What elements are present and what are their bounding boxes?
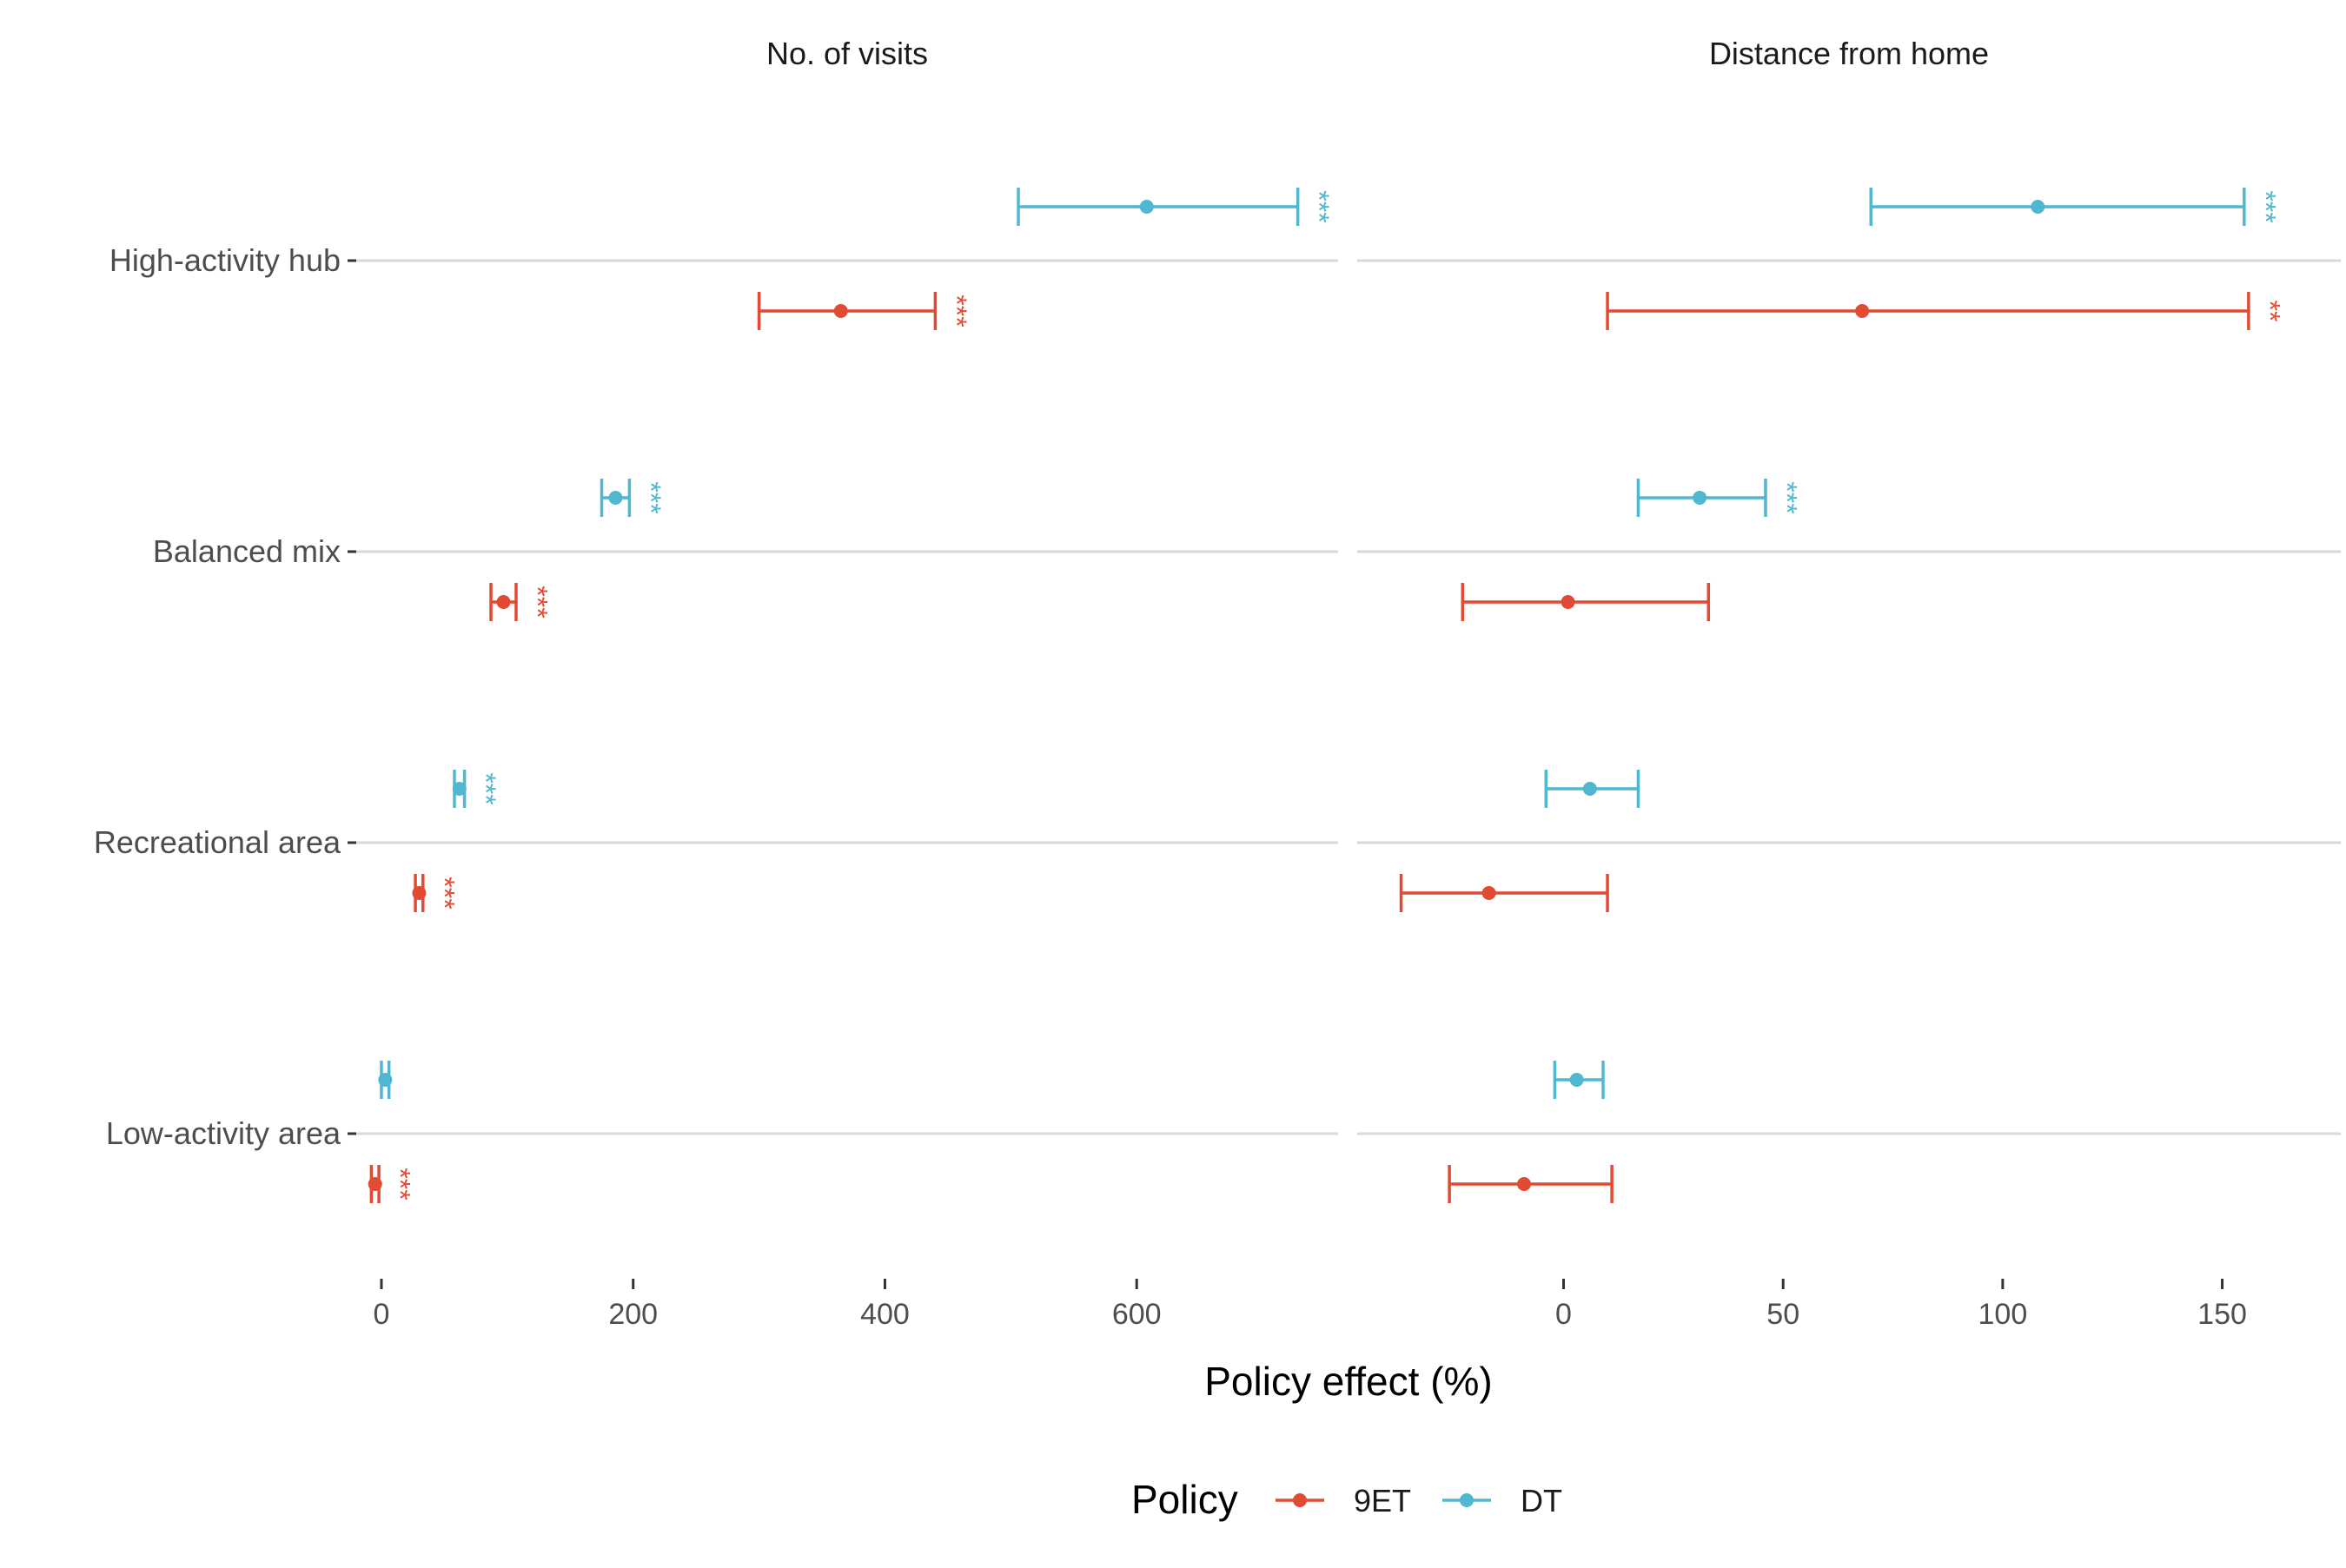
errorbar-no-of-visits-dt-low-activity-area-point bbox=[378, 1073, 393, 1087]
errorbar-distance-from-home-9et-recreational-area-point bbox=[1481, 886, 1496, 900]
errorbar-distance-from-home-9et-high-activity-hub-signif: ** bbox=[2254, 301, 2285, 322]
legend-key-point-9et bbox=[1293, 1493, 1307, 1507]
x-axis-title: Policy effect (%) bbox=[1204, 1359, 1492, 1404]
x-tick-label-no-of-visits-600: 600 bbox=[1112, 1298, 1162, 1331]
errorbar-distance-from-home-dt-high-activity-hub-point bbox=[2031, 200, 2045, 214]
x-tick-label-distance-from-home-150: 150 bbox=[2197, 1298, 2247, 1331]
x-tick-label-distance-from-home-100: 100 bbox=[1978, 1298, 2028, 1331]
legend-label-dt: DT bbox=[1521, 1483, 1562, 1518]
errorbar-no-of-visits-9et-balanced-mix-point bbox=[496, 595, 511, 609]
errorbar-no-of-visits-dt-recreational-area-signif: *** bbox=[470, 772, 501, 804]
errorbar-distance-from-home-9et-low-activity-area-point bbox=[1517, 1177, 1532, 1191]
errorbar-distance-from-home-dt-high-activity-hub-signif: *** bbox=[2250, 190, 2281, 222]
y-tick-label-low-activity-area: Low-activity area bbox=[106, 1115, 341, 1151]
errorbar-distance-from-home-9et-high-activity-hub-point bbox=[1855, 304, 1870, 318]
errorbar-no-of-visits-9et-low-activity-area-signif: *** bbox=[385, 1168, 416, 1200]
y-tick-label-high-activity-hub: High-activity hub bbox=[109, 242, 341, 278]
x-tick-label-no-of-visits-0: 0 bbox=[374, 1298, 390, 1331]
y-tick-label-balanced-mix: Balanced mix bbox=[153, 533, 341, 569]
errorbar-no-of-visits-dt-high-activity-hub-signif: *** bbox=[1303, 190, 1335, 222]
errorbar-distance-from-home-dt-low-activity-area-point bbox=[1569, 1073, 1584, 1087]
errorbar-distance-from-home-dt-recreational-area-point bbox=[1582, 782, 1597, 796]
errorbar-no-of-visits-dt-recreational-area-point bbox=[452, 782, 467, 796]
errorbar-no-of-visits-9et-high-activity-hub-signif: *** bbox=[941, 294, 972, 327]
errorbar-no-of-visits-9et-high-activity-hub-point bbox=[833, 304, 848, 318]
errorbar-no-of-visits-9et-low-activity-area-point bbox=[368, 1177, 382, 1191]
errorbar-no-of-visits-dt-balanced-mix-point bbox=[608, 491, 623, 505]
legend-title: Policy bbox=[1131, 1477, 1238, 1522]
errorbar-no-of-visits-dt-balanced-mix-signif: *** bbox=[635, 481, 666, 513]
errorbar-no-of-visits-dt-high-activity-hub-point bbox=[1139, 200, 1154, 214]
panel-title-distance-from-home: Distance from home bbox=[1709, 36, 1989, 71]
errorbar-no-of-visits-9et-recreational-area-signif: *** bbox=[428, 877, 460, 909]
errorbar-distance-from-home-dt-balanced-mix-point bbox=[1693, 491, 1707, 505]
errorbar-distance-from-home-9et-balanced-mix-point bbox=[1561, 595, 1575, 609]
x-tick-label-distance-from-home-50: 50 bbox=[1766, 1298, 1799, 1331]
x-tick-label-no-of-visits-200: 200 bbox=[608, 1298, 658, 1331]
x-tick-label-no-of-visits-400: 400 bbox=[860, 1298, 910, 1331]
legend-key-point-dt bbox=[1460, 1493, 1474, 1507]
errorbar-distance-from-home-dt-balanced-mix-signif: *** bbox=[1772, 481, 1803, 513]
x-tick-label-distance-from-home-0: 0 bbox=[1555, 1298, 1572, 1331]
errorbar-no-of-visits-9et-recreational-area-point bbox=[412, 886, 427, 900]
legend-label-9et: 9ET bbox=[1354, 1483, 1411, 1518]
y-tick-label-recreational-area: Recreational area bbox=[94, 824, 341, 860]
errorbar-no-of-visits-9et-balanced-mix-signif: *** bbox=[522, 586, 553, 618]
panel-title-no-of-visits: No. of visits bbox=[766, 36, 928, 71]
